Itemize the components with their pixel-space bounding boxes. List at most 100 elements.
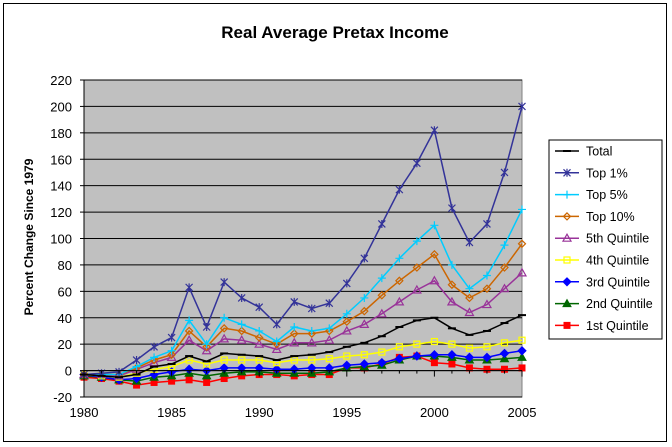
data-point-top-10pct (395, 276, 404, 286)
legend-marker-top-10pct (562, 212, 572, 221)
data-point-top-5pct (325, 324, 334, 333)
data-point-top-1pct (395, 185, 404, 194)
data-point-5th-quintile (184, 334, 195, 344)
legend-label-3rd-quintile: 3rd Quintile (586, 275, 650, 289)
data-point-5th-quintile (394, 296, 405, 306)
data-point-5th-quintile (446, 296, 457, 306)
data-point-5th-quintile (376, 308, 387, 318)
data-point-top-1pct (412, 159, 421, 168)
legend-marker-5th-quintile (561, 232, 573, 242)
legend-marker-2nd-quintile (562, 298, 572, 308)
data-point-5th-quintile (271, 344, 282, 354)
data-point-top-10pct (447, 280, 457, 290)
data-point-5th-quintile (236, 334, 247, 344)
data-point-5th-quintile (429, 275, 440, 285)
y-tick-label: 40 (58, 311, 72, 326)
legend-marker-top-1pct (563, 168, 571, 177)
data-point-1st-quintile (448, 360, 456, 368)
data-point-top-1pct (237, 293, 246, 302)
legend: Total Top 1% Top 5% Top 10% 5th Quintile 4th … (548, 139, 663, 340)
legend-label-top-5pct: Top 5% (586, 188, 628, 202)
data-point-4th-quintile (500, 339, 509, 347)
data-point-top-5pct (395, 254, 404, 263)
data-point-3rd-quintile (377, 357, 387, 368)
data-point-top-10pct (465, 293, 474, 303)
data-point-2nd-quintile (499, 353, 510, 363)
data-point-top-10pct (202, 342, 211, 352)
x-tick-label: 1990 (245, 405, 274, 420)
data-point-4th-quintile (220, 356, 228, 364)
legend-label-top-1pct: Top 1% (586, 166, 628, 180)
series-5th-quintile (78, 267, 528, 380)
data-point-4th-quintile (238, 356, 246, 364)
chart-title: Real Average Pretax Income (221, 23, 448, 42)
y-tick-label: -20 (53, 390, 72, 405)
x-tick-label: 2000 (420, 405, 449, 420)
series-line-top-5pct (84, 209, 523, 376)
data-point-top-5pct (482, 271, 491, 280)
legend-label-total: Total (586, 145, 612, 159)
data-point-4th-quintile (518, 336, 526, 344)
y-tick-label: 160 (50, 152, 72, 167)
data-point-top-1pct (500, 168, 509, 177)
data-point-1st-quintile (483, 365, 491, 373)
data-point-1st-quintile (465, 364, 473, 372)
data-point-1st-quintile (168, 377, 176, 385)
x-tick-label: 1995 (332, 405, 361, 420)
y-tick-label: 100 (50, 232, 72, 247)
data-point-top-5pct (377, 274, 386, 283)
data-point-top-10pct (254, 333, 264, 342)
legend-marker-top-5pct (563, 190, 571, 199)
data-point-4th-quintile (465, 344, 474, 352)
data-point-1st-quintile (185, 376, 193, 384)
data-point-top-5pct (185, 316, 194, 325)
data-point-1st-quintile (518, 364, 526, 372)
data-point-3rd-quintile (482, 352, 492, 363)
data-point-4th-quintile (430, 337, 438, 346)
data-point-5th-quintile (481, 299, 492, 309)
data-point-1st-quintile (133, 381, 141, 389)
data-point-5th-quintile (359, 319, 370, 328)
data-point-5th-quintile (516, 267, 528, 277)
y-tick-label: 200 (50, 99, 72, 114)
data-point-top-10pct (430, 250, 439, 259)
data-point-top-5pct (167, 346, 176, 355)
y-tick-label: 220 (50, 73, 72, 88)
y-tick-label: 0 (65, 364, 72, 379)
data-point-1st-quintile (238, 372, 246, 380)
data-point-5th-quintile (201, 345, 212, 355)
data-point-top-1pct (342, 279, 351, 288)
data-point-4th-quintile (395, 343, 403, 351)
data-point-top-10pct (377, 290, 387, 300)
data-point-top-5pct (255, 326, 264, 335)
data-point-top-5pct (342, 309, 351, 318)
series-line-top-1pct (83, 106, 523, 376)
data-point-top-5pct (290, 322, 299, 331)
data-point-top-1pct (377, 219, 386, 228)
data-point-top-1pct (307, 304, 316, 313)
data-point-top-10pct (289, 329, 299, 338)
data-point-4th-quintile (308, 356, 316, 364)
data-point-2nd-quintile (201, 370, 212, 380)
y-axis-label: Percent Change Since 1979 (22, 158, 36, 315)
data-point-top-5pct (412, 237, 421, 246)
data-point-top-10pct (167, 350, 176, 360)
data-point-4th-quintile (343, 352, 351, 360)
data-point-top-1pct (290, 297, 299, 306)
data-point-top-5pct (447, 260, 456, 269)
legend-label-4th-quintile: 4th Quintile (586, 254, 649, 268)
y-tick-label: 140 (50, 179, 72, 194)
data-point-3rd-quintile (394, 353, 405, 364)
data-point-top-1pct (518, 102, 526, 111)
axes: -20 0 20 40 60 80 100 120 140 160 180 200 220 1980 198… (50, 73, 536, 420)
data-point-3rd-quintile (342, 360, 352, 371)
data-point-2nd-quintile (517, 352, 527, 361)
data-point-top-5pct (150, 353, 159, 362)
data-point-top-1pct (325, 299, 334, 308)
series-line-2nd-quintile (83, 355, 523, 382)
data-point-top-5pct (360, 293, 369, 302)
data-point-5th-quintile (341, 325, 352, 335)
legend-label-2nd-quintile: 2nd Quintile (586, 297, 653, 311)
data-point-1st-quintile (430, 359, 438, 367)
